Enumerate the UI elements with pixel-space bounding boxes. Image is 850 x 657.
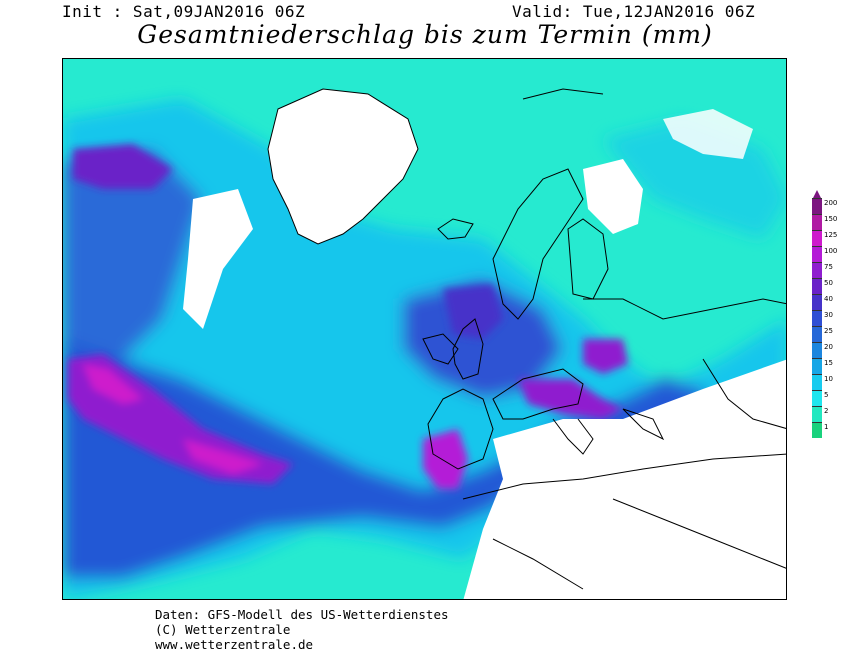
legend-label: 20 [824,343,833,351]
legend-label: 50 [824,279,833,287]
legend-entry: 15 [812,358,850,374]
legend-label: 2 [824,407,829,415]
legend-swatch [812,278,822,294]
legend-label: 200 [824,199,838,207]
legend-swatch [812,422,822,438]
legend-swatch [812,214,822,230]
credit-copyright: (C) Wetterzentrale [155,622,291,637]
legend-entry: 125 [812,230,850,246]
legend-entry: 30 [812,310,850,326]
legend-label: 100 [824,247,838,255]
legend-entry: 20 [812,342,850,358]
data-credits: Daten: GFS-Modell des US-Wetterdienstes … [155,607,449,652]
legend-entry: 150 [812,214,850,230]
legend-entry: 200 [812,198,850,214]
legend-label: 75 [824,263,833,271]
legend-swatch [812,294,822,310]
legend-swatch [812,246,822,262]
legend-swatch [812,390,822,406]
credit-data-source: Daten: GFS-Modell des US-Wetterdienstes [155,607,449,622]
legend-entry: 5 [812,390,850,406]
precipitation-field [63,59,786,599]
legend-entry: 100 [812,246,850,262]
legend-swatch [812,198,822,214]
legend-swatch [812,358,822,374]
legend-swatch [812,310,822,326]
credit-website: www.wetterzentrale.de [155,637,314,652]
legend-arrow-icon [812,190,822,200]
legend-swatch [812,262,822,278]
legend-swatch [812,406,822,422]
legend-entry: 75 [812,262,850,278]
legend-entry: 40 [812,294,850,310]
legend-entry: 1 [812,422,850,438]
legend-label: 15 [824,359,833,367]
legend-swatch [812,374,822,390]
map-title: Gesamtniederschlag bis zum Termin (mm) [137,20,713,49]
legend-swatch [812,326,822,342]
valid-time-label: Valid: Tue,12JAN2016 06Z [512,2,756,21]
legend-swatch [812,342,822,358]
legend-label: 125 [824,231,838,239]
legend-label: 30 [824,311,833,319]
legend-entry: 10 [812,374,850,390]
legend-entry: 2 [812,406,850,422]
precipitation-map [62,58,787,600]
legend-entry: 25 [812,326,850,342]
legend-label: 1 [824,423,829,431]
legend-label: 25 [824,327,833,335]
legend-entry: 50 [812,278,850,294]
legend-label: 40 [824,295,833,303]
legend-swatch [812,230,822,246]
legend-label: 5 [824,391,829,399]
legend-label: 10 [824,375,833,383]
legend-label: 150 [824,215,838,223]
init-time-label: Init : Sat,09JAN2016 06Z [62,2,306,21]
